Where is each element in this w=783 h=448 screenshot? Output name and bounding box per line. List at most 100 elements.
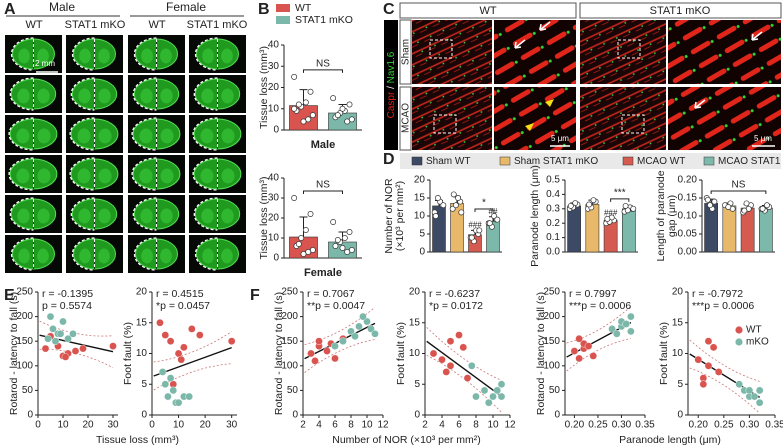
infarct-outline <box>71 37 95 71</box>
y-tick-label: 10 <box>136 348 148 359</box>
y-tick-label: 5 <box>677 379 683 390</box>
brain-inner <box>37 88 50 104</box>
data-point <box>311 357 319 365</box>
brain-inner <box>139 168 153 184</box>
stain-label: Caspr / Nav1.6 <box>386 51 397 118</box>
brain-inner <box>200 128 214 144</box>
data-point <box>455 195 462 201</box>
brain-inner <box>160 168 174 184</box>
confidence-band <box>304 307 376 345</box>
x-tick-label: 4 <box>439 420 445 431</box>
x-tick-label: 0.30 <box>612 420 632 431</box>
column-label: STAT1 mKO <box>65 19 126 31</box>
x-tick-label: 10 <box>173 420 185 431</box>
data-point <box>307 349 315 358</box>
brain-inner <box>77 128 91 144</box>
brain-inner <box>98 48 110 64</box>
stat-text: r = -0.7972 <box>692 288 743 300</box>
data-point <box>489 392 497 401</box>
y-tick-label: 10 <box>409 348 421 359</box>
y-tick-label: 200 <box>543 311 560 322</box>
data-point <box>764 202 770 209</box>
significance: ### <box>604 208 618 217</box>
x-tick-label: 0.25 <box>588 420 608 431</box>
data-point <box>497 392 506 401</box>
infarct-outline <box>192 117 218 151</box>
data-point <box>627 312 635 321</box>
arrow <box>694 99 706 109</box>
data-point <box>174 398 183 407</box>
row-label: Sham <box>401 39 412 65</box>
y-tick-label: 0.00 <box>678 247 698 258</box>
y-tick-label: 15 <box>136 317 148 328</box>
brain-inner <box>79 48 91 64</box>
legend-swatch <box>703 156 715 166</box>
confidence-band <box>304 339 376 373</box>
roi-box <box>433 114 457 134</box>
data-point <box>497 380 506 389</box>
significance: ### <box>468 221 482 230</box>
x-tick-label: 10 <box>361 420 373 431</box>
data-point <box>164 392 172 401</box>
data-point <box>166 337 175 346</box>
legend-bg <box>400 153 781 169</box>
chart-label: Female <box>304 267 342 279</box>
scale-bar-label: 5 μm <box>754 134 772 143</box>
x-axis-label: Paranode length (μm) <box>619 434 721 446</box>
data-point <box>480 386 489 395</box>
data-point <box>339 245 346 251</box>
roi-box <box>617 39 641 59</box>
data-point <box>177 355 186 364</box>
data-point <box>450 191 457 198</box>
data-point <box>704 361 713 370</box>
brain-inner <box>221 48 233 64</box>
data-point <box>575 354 583 363</box>
column-label: STAT1 mKO <box>650 5 711 17</box>
data-point <box>302 227 309 233</box>
data-point <box>51 337 60 346</box>
data-point <box>49 325 57 333</box>
brain-inner <box>202 48 214 64</box>
data-point <box>755 386 764 395</box>
roi-box <box>429 39 453 59</box>
y-tick-label: 50 <box>22 385 34 396</box>
x-tick-label: 10 <box>57 420 69 431</box>
panel-label: F <box>250 287 260 304</box>
data-point <box>704 337 713 346</box>
significance: NS <box>316 180 330 191</box>
panel-label: A <box>4 1 16 18</box>
y-tick-label: 0.5 <box>546 175 560 186</box>
data-point <box>438 355 446 364</box>
y-tick-label: 10 <box>672 348 684 359</box>
data-point <box>711 198 718 205</box>
legend-swatch <box>411 156 423 166</box>
stain-red: Caspr <box>386 91 397 118</box>
data-point <box>46 312 55 321</box>
sex-label: Male <box>49 0 75 14</box>
y-tick-label: 15 <box>409 317 421 328</box>
y-tick-label: 100 <box>16 360 33 371</box>
column-label: WT <box>479 5 496 17</box>
x-tick-label: 4 <box>316 420 322 431</box>
data-point <box>291 73 298 80</box>
micrograph <box>494 87 576 150</box>
y-tick-label: 0 <box>677 410 683 421</box>
legend-label: Sham STAT1 mKO <box>514 156 598 167</box>
data-point <box>735 380 743 389</box>
data-point <box>298 235 305 241</box>
data-point <box>347 327 355 336</box>
data-point <box>494 216 501 223</box>
significance: *** <box>614 188 626 199</box>
data-point <box>169 386 178 395</box>
y-tick-label: 10 <box>268 103 280 114</box>
row-box <box>399 86 412 151</box>
column-box <box>579 2 782 19</box>
bracket <box>303 69 343 73</box>
micrograph <box>580 87 666 150</box>
y-tick-label: 5 <box>419 229 425 240</box>
fit-line <box>153 346 232 377</box>
y-tick-label: 0 <box>273 125 279 136</box>
y-axis-label: Number of NOR <box>383 178 395 254</box>
data-point <box>359 312 367 321</box>
x-axis-label: Tissue loss (mm³) <box>96 434 179 446</box>
